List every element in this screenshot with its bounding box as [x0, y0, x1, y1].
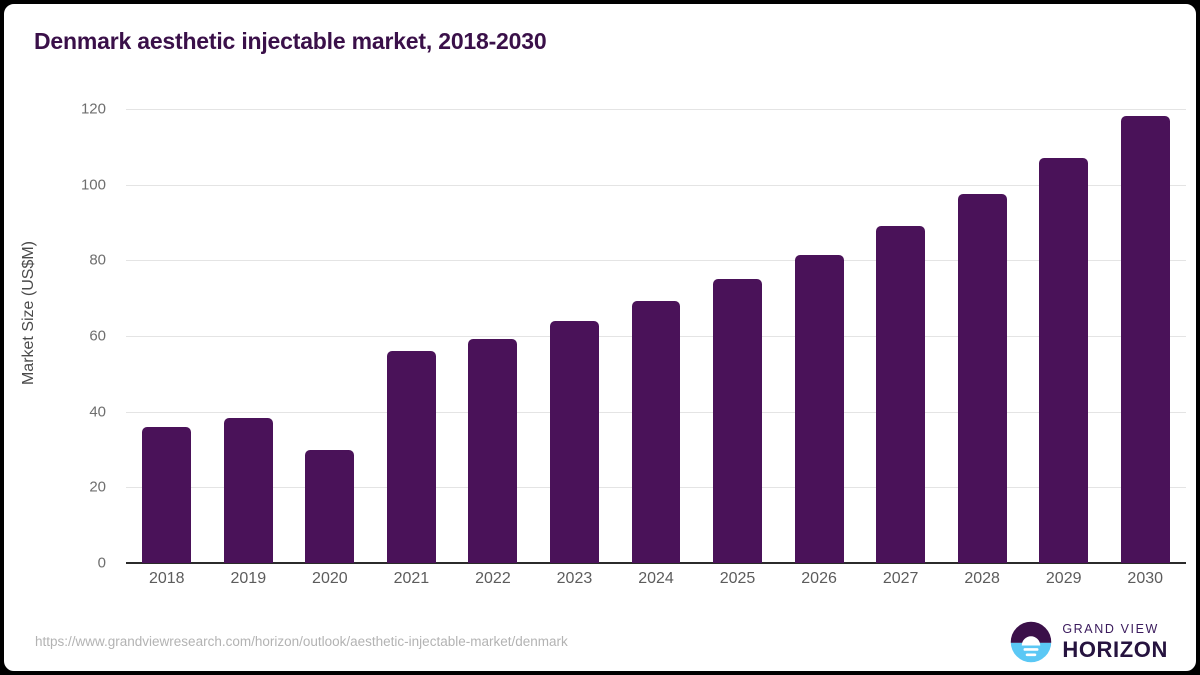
bar-2025[interactable] — [713, 279, 762, 563]
logo-line-horizon: HORIZON — [1062, 636, 1168, 662]
x-axis-tick-label-2020: 2020 — [312, 570, 348, 587]
x-axis-tick-label-2024: 2024 — [638, 570, 674, 587]
x-axis-line — [126, 562, 1186, 564]
x-axis-tick-label-2029: 2029 — [1045, 570, 1082, 587]
y-axis-tick-label: 100 — [80, 176, 106, 194]
bar-2030[interactable] — [1120, 115, 1170, 563]
brand-logo: GRAND VIEW HORIZON — [1009, 620, 1168, 664]
gridline — [126, 109, 1186, 110]
x-axis-ticks: 2018 2019 2020 2021 2022 2023 2024 2025 2026 2027… — [126, 570, 1186, 600]
page-title: Denmark aesthetic injectable market, 201… — [34, 28, 547, 54]
bar-2023[interactable] — [550, 320, 599, 563]
y-axis-tick-label: 0 — [97, 554, 106, 572]
bar-series — [126, 109, 1186, 563]
x-axis-tick-label-2027: 2027 — [882, 570, 919, 587]
bar-2027[interactable] — [876, 226, 926, 563]
y-axis-title: Market Size (US$M) — [20, 240, 37, 386]
gridline — [126, 184, 1186, 186]
bar-2022[interactable] — [468, 339, 518, 563]
bar-2029[interactable] — [1039, 158, 1089, 563]
bar-2028[interactable] — [957, 194, 1007, 563]
source-url[interactable]: https://www.grandviewresearch.com/horizo… — [35, 634, 568, 649]
logo-wordmark: GRAND VIEW HORIZON — [1062, 623, 1168, 661]
x-axis-tick-label-2028: 2028 — [964, 570, 1000, 587]
horizon-logo-icon — [1011, 621, 1052, 663]
bar-2019[interactable] — [223, 418, 273, 563]
bar-2020[interactable] — [305, 449, 355, 563]
bar-2018[interactable] — [142, 426, 192, 563]
gridline — [126, 260, 1186, 262]
y-axis-tick-label: 60 — [89, 327, 106, 345]
y-axis-tick-label: 80 — [89, 251, 106, 269]
x-axis-tick-label-2025: 2025 — [719, 570, 756, 587]
bar-2021[interactable] — [386, 351, 436, 563]
y-axis-ticks: 0 20 40 60 80 100 120 — [44, 4, 164, 671]
x-axis-tick-label-2019: 2019 — [230, 570, 267, 587]
y-axis-tick-label: 120 — [80, 100, 106, 118]
bar-2024[interactable] — [631, 301, 681, 563]
y-axis-tick-label: 40 — [89, 403, 106, 421]
x-axis-tick-label-2018: 2018 — [148, 570, 185, 587]
x-axis-tick-label-2023: 2023 — [556, 570, 593, 587]
logo-line-grand-view: GRAND VIEW — [1062, 622, 1159, 637]
x-axis-tick-label-2026: 2026 — [801, 570, 837, 587]
x-axis-tick-label-2022: 2022 — [475, 570, 511, 587]
bar-2026[interactable] — [794, 254, 844, 563]
x-axis-tick-label-2030: 2030 — [1127, 570, 1164, 587]
y-axis-tick-label: 20 — [89, 478, 106, 496]
x-axis-tick-label-2021: 2021 — [393, 570, 430, 587]
